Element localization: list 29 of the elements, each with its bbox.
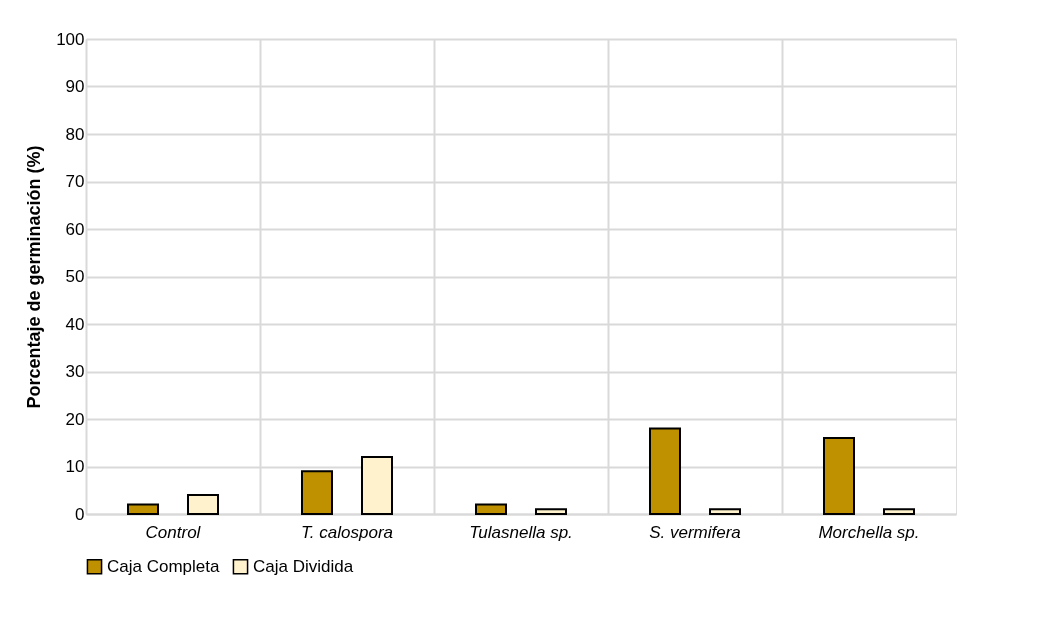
x-tick-label: S. vermifera [649, 522, 741, 542]
x-tick-label: Control [145, 522, 202, 542]
x-tick-label: Tulasnella sp. [469, 522, 573, 542]
bar [649, 427, 681, 515]
bar [709, 508, 741, 515]
bar [127, 503, 159, 515]
x-tick-label: T. calospora [301, 522, 393, 542]
y-tick-label: 30 [65, 362, 85, 381]
bar [883, 508, 915, 515]
y-tick-label: 70 [65, 172, 85, 191]
bar [823, 437, 855, 515]
bar [301, 470, 333, 515]
y-tick-label: 50 [65, 267, 85, 286]
y-tick-label: 100 [56, 29, 85, 49]
y-tick-label: 20 [65, 409, 85, 429]
y-tick-label: 0 [75, 504, 85, 524]
x-tick-label: Morchella sp. [818, 522, 920, 542]
y-tick-label: 60 [65, 219, 85, 239]
legend-label: Caja Dividida [253, 556, 354, 576]
y-tick-label: 90 [65, 77, 85, 96]
y-axis-title: Porcentaje de germinación (%) [24, 145, 45, 409]
bar [187, 494, 219, 515]
bar [361, 456, 393, 515]
legend-label: Caja Completa [107, 556, 220, 576]
y-tick-label: 40 [65, 314, 85, 334]
y-tick-label: 80 [65, 124, 85, 144]
bar [535, 508, 567, 515]
y-tick-label: 10 [65, 457, 85, 476]
bar [475, 503, 507, 515]
